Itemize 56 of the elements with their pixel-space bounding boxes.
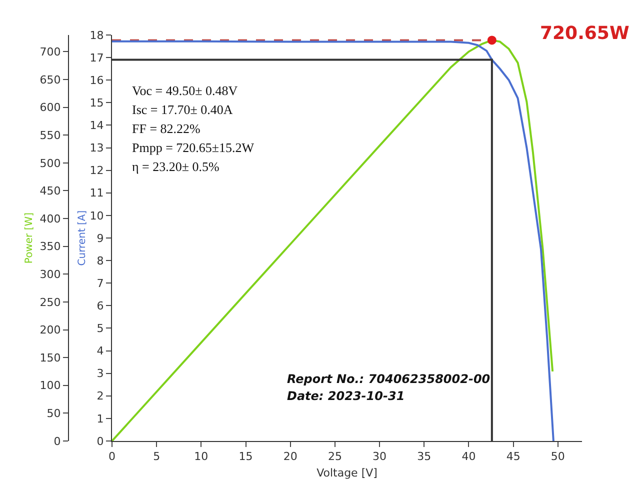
y2-tick-label: 18 bbox=[90, 28, 104, 42]
y2-tick-label: 14 bbox=[90, 119, 104, 132]
y2-tick-label: 9 bbox=[96, 232, 104, 245]
annotation: η = 23.20± 0.5% bbox=[132, 159, 220, 174]
y2-tick-label: 12 bbox=[90, 164, 104, 178]
x-tick-label: 20 bbox=[283, 450, 298, 464]
x-tick-label: 0 bbox=[108, 450, 116, 464]
y2-tick-label: 6 bbox=[96, 300, 104, 313]
x-tick-label: 45 bbox=[506, 450, 520, 464]
y-tick-label: 350 bbox=[40, 240, 61, 254]
x-tick-label: 5 bbox=[153, 450, 160, 464]
y2-tick-label: 7 bbox=[96, 276, 104, 290]
x-tick-label: 15 bbox=[238, 450, 253, 464]
y-tick-label: 100 bbox=[40, 379, 61, 392]
x-tick-label: 30 bbox=[372, 450, 387, 464]
y-tick-label: 550 bbox=[40, 128, 61, 142]
y-tick-label: 650 bbox=[40, 73, 61, 86]
y2-tick-label: 3 bbox=[96, 367, 104, 380]
y2-tick-label: 8 bbox=[96, 254, 104, 268]
y2-tick-label: 16 bbox=[90, 74, 104, 87]
y-tick-label: 300 bbox=[40, 268, 61, 281]
y2-tick-label: 0 bbox=[96, 434, 104, 448]
y2-tick-label: 10 bbox=[90, 209, 104, 222]
x-tick-label: 50 bbox=[550, 450, 565, 464]
y2-tick-label: 11 bbox=[90, 186, 104, 200]
annotation: Date: 2023-10-31 bbox=[287, 389, 405, 403]
y-tick-label: 600 bbox=[40, 101, 61, 114]
y2-tick-label: 1 bbox=[96, 412, 104, 426]
y2-tick-label: 13 bbox=[90, 142, 104, 155]
y-tick-label: 150 bbox=[40, 351, 61, 364]
y2-tick-label: 4 bbox=[96, 344, 104, 358]
x-tick-label: 35 bbox=[417, 450, 432, 464]
y-tick-label: 200 bbox=[40, 324, 61, 337]
x-tick-label: 10 bbox=[194, 450, 208, 464]
y-axis-title: Power [W] bbox=[24, 212, 35, 264]
annotation: Isc = 17.70± 0.40A bbox=[132, 102, 234, 117]
annotation: 720.65W bbox=[540, 23, 630, 44]
x-tick-label: 25 bbox=[328, 450, 342, 464]
y-tick-label: 50 bbox=[46, 407, 61, 420]
y2-tick-label: 15 bbox=[90, 96, 104, 110]
y-tick-label: 700 bbox=[40, 46, 61, 59]
x-tick-label: 40 bbox=[462, 450, 476, 464]
y-tick-label: 450 bbox=[40, 184, 61, 198]
annotation: Pmpp = 720.65±15.2W bbox=[132, 140, 255, 155]
x-axis-title: Voltage [V] bbox=[316, 466, 378, 480]
y2-tick-label: 5 bbox=[96, 322, 104, 336]
y-tick-label: 400 bbox=[40, 212, 61, 226]
annotation: Voc = 49.50± 0.48V bbox=[132, 83, 238, 98]
y-tick-label: 0 bbox=[54, 434, 61, 448]
y2-tick-label: 2 bbox=[96, 390, 104, 403]
annotation: Report No.: 704062358002-00 bbox=[287, 372, 490, 386]
annotation: FF = 82.22% bbox=[132, 121, 201, 136]
y-tick-label: 250 bbox=[40, 296, 61, 309]
y2-axis-title: Current [A] bbox=[76, 210, 88, 266]
y-tick-label: 500 bbox=[40, 156, 61, 170]
y2-tick-label: 17 bbox=[90, 51, 104, 64]
